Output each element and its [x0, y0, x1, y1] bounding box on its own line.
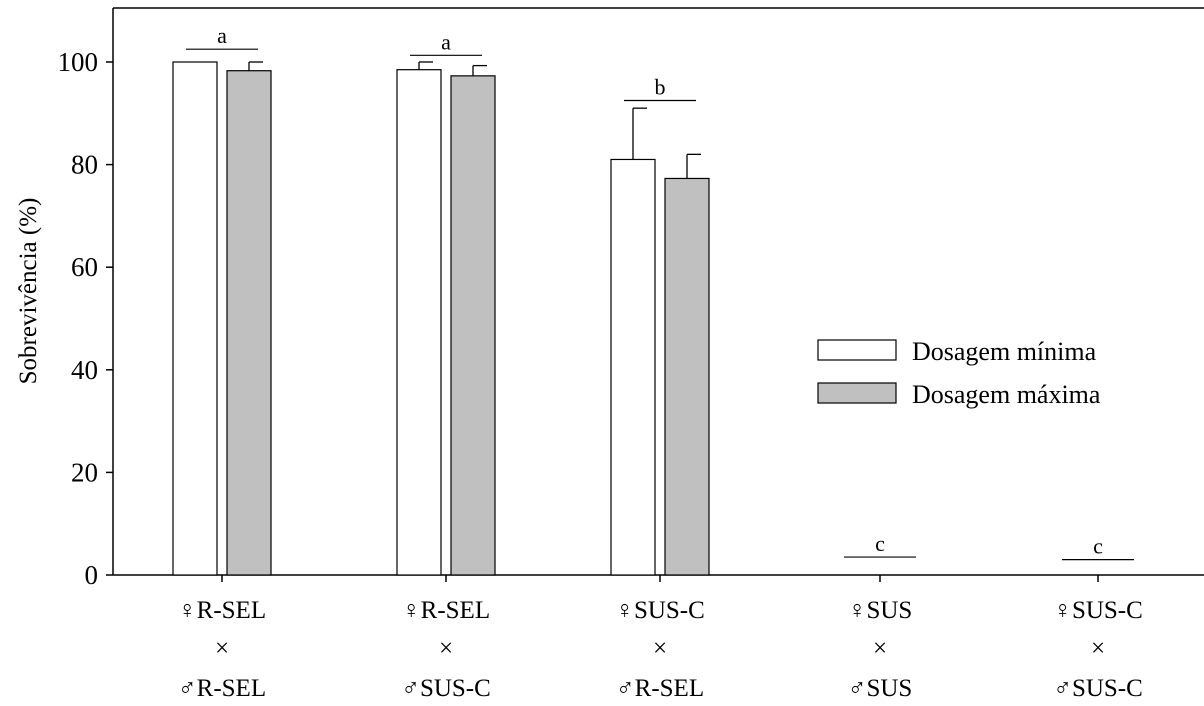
significance-markers: a a b c c [186, 23, 1134, 561]
significance-letter: a [441, 29, 451, 54]
legend-label-min: Dosagem mínima [912, 337, 1097, 366]
y-tick-label: 100 [58, 47, 99, 77]
x-category-label: ♂SUS-C [1053, 675, 1143, 702]
x-category-label: ♂SUS-C [401, 675, 491, 702]
x-category-label: ♀R-SEL [402, 597, 490, 624]
axes [112, 7, 1204, 576]
x-category-label: ♂R-SEL [616, 675, 704, 702]
x-category-label: × [653, 635, 667, 662]
y-tick-label: 60 [71, 252, 98, 282]
legend-swatch-min [817, 339, 897, 361]
legend: Dosagem mínima Dosagem máxima [817, 337, 1101, 409]
bar [396, 69, 442, 576]
legend-label-max: Dosagem máxima [912, 380, 1101, 409]
y-tick-label: 40 [71, 355, 98, 385]
y-ticks: 0 20 40 60 80 100 [58, 47, 1099, 590]
x-category-label: × [873, 635, 887, 662]
significance-letter: b [655, 74, 666, 99]
bar [450, 75, 496, 576]
bars [172, 61, 710, 576]
y-axis-label: Sobrevivência (%) [15, 198, 42, 385]
x-category-label: ♀SUS-C [1053, 597, 1143, 624]
x-category-label: × [215, 635, 229, 662]
error-bars [248, 61, 701, 179]
bar [172, 61, 218, 576]
x-category-label: ♀SUS [848, 597, 913, 624]
y-tick-label: 20 [71, 457, 98, 487]
significance-letter: c [1093, 534, 1103, 559]
y-tick-label: 80 [71, 150, 98, 180]
bar [610, 158, 656, 576]
significance-letter: c [875, 531, 885, 556]
x-category-label: ♂SUS [848, 675, 913, 702]
x-category-label: × [1091, 635, 1105, 662]
significance-letter: a [217, 23, 227, 48]
x-category-label: ♂R-SEL [178, 675, 266, 702]
y-tick-label: 0 [85, 560, 99, 590]
bar [664, 177, 710, 576]
x-category-label: × [439, 635, 453, 662]
x-category-labels: ♀R-SEL × ♂R-SEL ♀R-SEL × ♂SUS-C ♀SUS-C × ♂R-SEL ♀… [178, 597, 1143, 702]
bar [226, 70, 272, 576]
x-category-label: ♀R-SEL [178, 597, 266, 624]
legend-swatch-max [817, 382, 897, 404]
x-category-label: ♀SUS-C [615, 597, 705, 624]
